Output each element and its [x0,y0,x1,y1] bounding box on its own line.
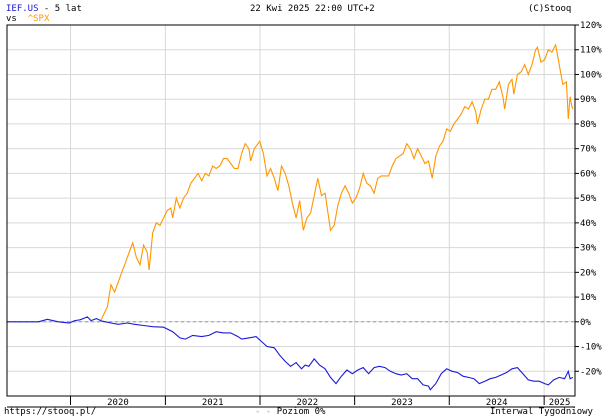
x-tick-label: 2022 [296,398,318,408]
x-axis: 2020 2021 2022 2023 2024 2025 [7,396,575,408]
y-tick-label: -20% [580,367,602,377]
plot-frame [6,24,576,397]
y-tick-label: 120% [580,21,602,31]
y-tick-label: 100% [580,70,602,80]
y-tick-label: 10% [580,293,597,303]
x-tick-label: 2025 [549,398,571,408]
y-tick-label: 60% [580,169,597,179]
y-tick-label: 30% [580,244,597,254]
footer-interval: Interwal Tygodniowy [490,407,593,417]
header-left-2: vs ^SPX [6,14,49,24]
y-tick-label: 110% [580,46,602,56]
y-tick-label: 50% [580,194,597,204]
compare-symbol-link[interactable]: ^SPX [27,14,50,24]
y-tick-label: 90% [580,95,597,105]
x-tick-label: 2020 [107,398,129,408]
y-axis: 120% 110% 100% 90% 80% 70% 60% 50% 40% 30% 20% 10% 0… [575,21,602,377]
y-tick-label: 70% [580,145,597,155]
y-tick-label: -10% [580,343,602,353]
footer-level: - - Poziom 0% [255,407,325,417]
symbol-link[interactable]: IEF.US [6,4,39,14]
series-line-spx [99,43,574,323]
x-tick-label: 2024 [486,398,508,408]
y-tick-label: 40% [580,219,597,229]
level-label: Poziom 0% [276,407,326,417]
y-tick-label: 20% [580,268,597,278]
x-tick-label: 2023 [391,398,413,408]
x-tick-label: 2021 [202,398,224,408]
y-tick-label: 80% [580,120,597,130]
footer-url[interactable]: https://stooq.pl/ [4,407,97,417]
period-label: - 5 lat [38,4,82,14]
vs-label: vs [6,14,17,24]
copyright-label: (C)Stooq [528,4,572,14]
header-left: IEF.US - 5 lat [6,4,82,14]
series-line-ief [7,316,574,391]
dashed-line-icon: - - [255,407,277,417]
datetime-label: 22 Kwi 2025 22:00 UTC+2 [250,4,375,14]
y-tick-label: 0% [580,318,591,328]
grid [7,24,575,396]
